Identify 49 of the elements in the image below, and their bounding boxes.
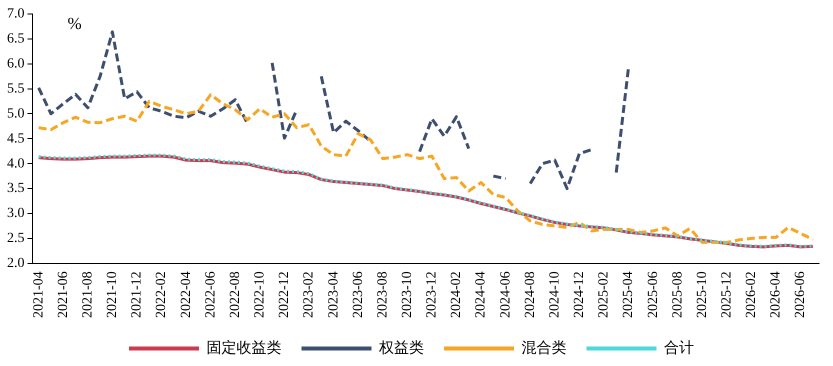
- x-tick-label: 2022-06: [203, 271, 218, 318]
- x-tick-label: 2026-06: [793, 271, 808, 318]
- y-tick-label: 5.5: [7, 81, 24, 96]
- y-tick-label: 2.5: [7, 231, 24, 246]
- x-tick-label: 2021-06: [56, 271, 71, 318]
- y-tick-label: 7.0: [7, 6, 24, 22]
- x-tick-label: 2021-08: [80, 271, 96, 318]
- x-tick-label: 2021-10: [105, 271, 120, 318]
- legend-label: 固定收益类: [206, 339, 282, 356]
- x-tick-label: 2025-06: [646, 271, 661, 318]
- x-tick-label: 2022-12: [277, 271, 292, 318]
- x-tick-label: 2022-08: [228, 271, 243, 318]
- y-tick-label: 3.5: [7, 181, 24, 196]
- x-tick-label: 2023-04: [326, 271, 342, 318]
- x-tick-label: 2022-10: [252, 271, 268, 318]
- y-axis-title: %: [68, 14, 82, 33]
- x-tick-label: 2024-04: [474, 271, 489, 318]
- x-tick-label: 2021-12: [130, 271, 145, 318]
- x-tick-label: 2025-08: [670, 271, 686, 318]
- x-tick-label: 2023-02: [302, 271, 317, 318]
- x-tick-label: 2023-06: [350, 271, 366, 318]
- legend-label: 混合类: [522, 339, 566, 356]
- x-tick-label: 2024-06: [498, 271, 514, 318]
- x-tick-label: 2022-02: [154, 271, 170, 318]
- y-tick-label: 6.0: [7, 56, 24, 72]
- x-tick-label: 2024-02: [449, 271, 464, 318]
- x-tick-label: 2023-10: [400, 271, 415, 318]
- x-tick-label: 2021-04: [31, 271, 46, 318]
- x-tick-label: 2025-12: [720, 271, 735, 318]
- x-tick-label: 2025-02: [596, 271, 612, 318]
- y-tick-label: 4.5: [7, 131, 24, 146]
- y-tick-label: 5.0: [7, 106, 24, 122]
- x-tick-label: 2023-12: [424, 271, 440, 318]
- x-tick-label: 2026-04: [768, 271, 784, 318]
- x-tick-label: 2026-02: [744, 271, 760, 318]
- x-tick-label: 2023-08: [375, 271, 390, 318]
- x-tick-label: 2024-12: [572, 271, 588, 318]
- y-tick-label: 4.0: [7, 156, 24, 172]
- y-tick-label: 2.0: [7, 256, 24, 272]
- x-tick-label: 2022-04: [178, 271, 194, 318]
- x-tick-label: 2025-04: [621, 271, 636, 318]
- legend-label: 权益类: [378, 339, 424, 356]
- line-series: [37, 93, 814, 244]
- x-tick-label: 2024-10: [547, 271, 562, 318]
- legend-label: 合计: [664, 339, 694, 356]
- x-tick-label: 2025-10: [694, 271, 710, 318]
- y-tick-label: 3.0: [7, 206, 24, 222]
- y-tick-label: 6.5: [7, 32, 24, 47]
- x-tick-label: 2024-08: [522, 271, 538, 318]
